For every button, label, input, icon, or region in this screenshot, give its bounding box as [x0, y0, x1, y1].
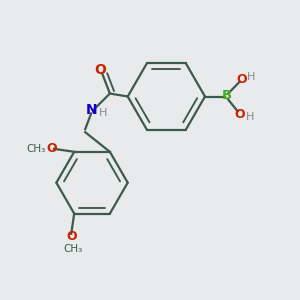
Text: CH₃: CH₃ [63, 244, 82, 254]
Text: O: O [236, 73, 247, 86]
Text: O: O [235, 108, 245, 122]
Text: O: O [46, 142, 57, 155]
Text: H: H [99, 108, 107, 118]
Text: O: O [94, 63, 106, 77]
Text: N: N [86, 103, 98, 117]
Text: H: H [245, 112, 254, 122]
Text: CH₃: CH₃ [26, 144, 46, 154]
Text: B: B [222, 89, 232, 102]
Text: H: H [247, 73, 256, 82]
Text: O: O [66, 230, 76, 243]
